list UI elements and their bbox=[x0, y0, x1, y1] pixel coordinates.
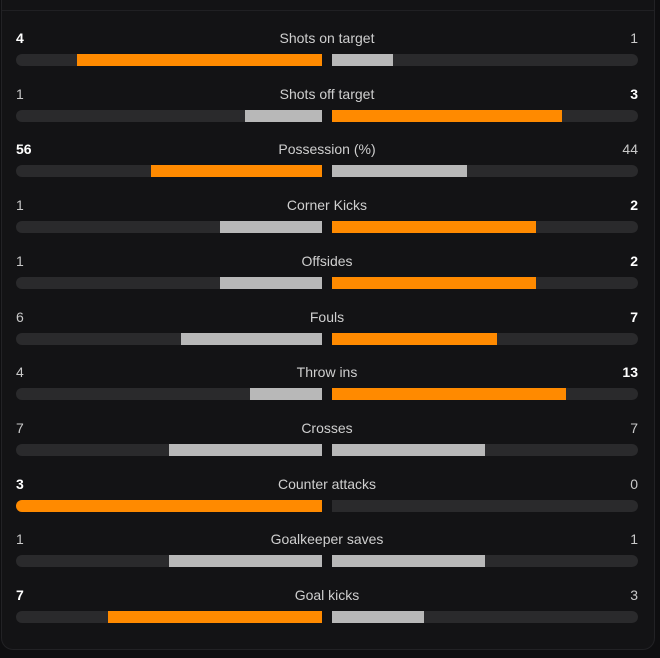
home-stat-value: 1 bbox=[16, 531, 24, 547]
home-stat-bar bbox=[16, 165, 322, 177]
stat-label: Throw ins bbox=[296, 364, 358, 380]
home-stat-bar-fill bbox=[169, 444, 322, 456]
away-stat-bar bbox=[332, 277, 638, 289]
home-stat-bar-fill bbox=[220, 277, 322, 289]
away-stat-bar bbox=[332, 333, 638, 345]
away-stat-bar-fill bbox=[332, 444, 485, 456]
away-stat-bar-fill bbox=[332, 611, 424, 623]
away-stat-value: 7 bbox=[630, 309, 638, 325]
home-stat-bar bbox=[16, 54, 322, 66]
stat-row: 1 Goalkeeper saves 1 bbox=[16, 531, 638, 571]
away-stat-bar bbox=[332, 54, 638, 66]
away-stat-bar-fill bbox=[332, 110, 562, 122]
away-stat-value: 0 bbox=[630, 476, 638, 492]
away-stat-value: 13 bbox=[622, 364, 638, 380]
home-stat-value: 6 bbox=[16, 309, 24, 325]
away-stat-value: 3 bbox=[630, 587, 638, 603]
away-stat-bar bbox=[332, 110, 638, 122]
home-stat-bar bbox=[16, 333, 322, 345]
home-stat-value: 3 bbox=[16, 476, 24, 492]
stat-label: Crosses bbox=[301, 420, 353, 436]
home-stat-value: 4 bbox=[16, 364, 24, 380]
away-stat-bar-fill bbox=[332, 165, 467, 177]
home-stat-value: 7 bbox=[16, 587, 24, 603]
stat-label: Shots off target bbox=[279, 86, 375, 102]
divider bbox=[2, 10, 654, 11]
stat-label: Fouls bbox=[309, 309, 345, 325]
stat-label: Goalkeeper saves bbox=[270, 531, 384, 547]
stat-row: 4 Throw ins 13 bbox=[16, 364, 638, 404]
home-stat-bar bbox=[16, 388, 322, 400]
home-stat-value: 4 bbox=[16, 30, 24, 46]
stat-row: 7 Crosses 7 bbox=[16, 420, 638, 460]
stat-label: Offsides bbox=[301, 253, 353, 269]
away-stat-bar bbox=[332, 165, 638, 177]
away-stat-bar bbox=[332, 388, 638, 400]
stat-row: 7 Goal kicks 3 bbox=[16, 587, 638, 627]
stat-row: 4 Shots on target 1 bbox=[16, 30, 638, 70]
away-stat-bar-fill bbox=[332, 277, 536, 289]
home-stat-bar bbox=[16, 500, 322, 512]
stat-row: 1 Shots off target 3 bbox=[16, 86, 638, 126]
away-stat-bar-fill bbox=[332, 54, 393, 66]
home-stat-bar-fill bbox=[108, 611, 322, 623]
stat-row: 3 Counter attacks 0 bbox=[16, 476, 638, 516]
away-stat-bar bbox=[332, 221, 638, 233]
home-stat-value: 1 bbox=[16, 197, 24, 213]
home-stat-bar-fill bbox=[169, 555, 322, 567]
stat-row: 1 Offsides 2 bbox=[16, 253, 638, 293]
home-stat-value: 1 bbox=[16, 253, 24, 269]
home-stat-value: 7 bbox=[16, 420, 24, 436]
away-stat-value: 1 bbox=[630, 531, 638, 547]
home-stat-value: 1 bbox=[16, 86, 24, 102]
stat-label: Shots on target bbox=[279, 30, 375, 46]
home-stat-bar-fill bbox=[220, 221, 322, 233]
away-stat-bar-fill bbox=[332, 388, 566, 400]
home-stat-bar bbox=[16, 444, 322, 456]
home-stat-bar-fill bbox=[151, 165, 322, 177]
stat-label: Corner Kicks bbox=[286, 197, 368, 213]
home-stat-bar bbox=[16, 555, 322, 567]
home-stat-bar bbox=[16, 221, 322, 233]
home-stat-bar-fill bbox=[181, 333, 322, 345]
home-stat-bar-fill bbox=[16, 500, 322, 512]
away-stat-value: 3 bbox=[630, 86, 638, 102]
stat-row: 6 Fouls 7 bbox=[16, 309, 638, 349]
home-stat-bar-fill bbox=[77, 54, 322, 66]
away-stat-bar bbox=[332, 444, 638, 456]
stat-label: Possession (%) bbox=[278, 141, 376, 157]
away-stat-bar bbox=[332, 555, 638, 567]
stat-label: Goal kicks bbox=[294, 587, 360, 603]
away-stat-bar bbox=[332, 500, 638, 512]
stat-label: Counter attacks bbox=[277, 476, 377, 492]
match-stats-panel: 4 Shots on target 1 1 Shots off target 3 56 Pos… bbox=[1, 0, 655, 650]
home-stat-bar bbox=[16, 110, 322, 122]
home-stat-bar bbox=[16, 277, 322, 289]
away-stat-bar-fill bbox=[332, 221, 536, 233]
away-stat-value: 1 bbox=[630, 30, 638, 46]
home-stat-bar-fill bbox=[245, 110, 322, 122]
away-stat-value: 2 bbox=[630, 253, 638, 269]
away-stat-bar-fill bbox=[332, 333, 497, 345]
away-stat-value: 44 bbox=[622, 141, 638, 157]
away-stat-bar-fill bbox=[332, 555, 485, 567]
away-stat-bar bbox=[332, 611, 638, 623]
stat-row: 1 Corner Kicks 2 bbox=[16, 197, 638, 237]
stat-row: 56 Possession (%) 44 bbox=[16, 141, 638, 181]
away-stat-value: 7 bbox=[630, 420, 638, 436]
away-stat-value: 2 bbox=[630, 197, 638, 213]
home-stat-bar-fill bbox=[250, 388, 322, 400]
home-stat-bar bbox=[16, 611, 322, 623]
home-stat-value: 56 bbox=[16, 141, 32, 157]
